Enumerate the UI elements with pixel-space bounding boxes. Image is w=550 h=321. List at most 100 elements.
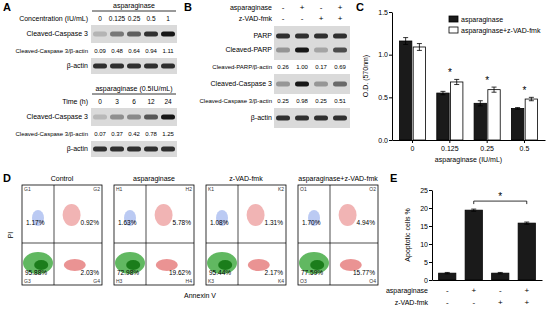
figure: Aasparaginase Concentration (IU/mL) 0 0.125… <box>0 0 550 321</box>
tick-mark <box>389 55 392 56</box>
ratio-value: 0.25 <box>315 98 327 104</box>
blot-band <box>144 147 158 152</box>
blot-band <box>127 115 141 120</box>
bar <box>437 93 449 140</box>
blot-band <box>295 34 309 39</box>
blot-band <box>110 64 124 69</box>
blot <box>91 25 177 43</box>
blot-band <box>333 82 347 87</box>
lane-label: 0.5 <box>146 15 155 22</box>
y-tick: 25 <box>420 187 432 194</box>
gate-label: H1 <box>116 186 123 192</box>
tick-mark <box>389 97 392 98</box>
gate-line <box>298 243 378 244</box>
gate-line <box>146 185 147 285</box>
flow-plot <box>114 185 194 285</box>
ratio-value: 0.78 <box>145 131 157 137</box>
gate-label: O1 <box>300 186 307 192</box>
tick-label: 20 <box>420 205 428 212</box>
plot-frame <box>206 185 286 285</box>
header-line <box>92 94 176 95</box>
blot-band <box>93 147 107 152</box>
ratio-value: 0.07 <box>94 131 106 137</box>
blot-band <box>110 32 124 37</box>
blot-band <box>314 82 328 87</box>
ratio-label: Cleaved-PARP/β-actin <box>212 64 272 70</box>
ratio-value: 0.98 <box>296 98 308 104</box>
y-tick: 1.5 <box>378 9 392 16</box>
gate-label: O4 <box>369 278 376 284</box>
ratio-label: Cleaved-Caspase 3/β-actin <box>200 98 273 104</box>
legend-swatch <box>449 27 458 33</box>
blot-band <box>295 48 309 53</box>
treatment-sign: + <box>498 298 503 307</box>
flow-plot <box>298 185 378 285</box>
tick-mark <box>429 226 432 227</box>
blot-band <box>161 147 175 152</box>
ratio-value: 1.25 <box>162 131 174 137</box>
band-label: Cleaved-PARP <box>225 46 272 53</box>
tick-mark <box>412 140 413 143</box>
quadrant-percent: 2.17% <box>265 269 284 276</box>
error-bar <box>524 222 529 224</box>
flow-plot <box>22 185 102 285</box>
lane-label: 0.125 <box>109 15 126 22</box>
legend-entry: asparaginase <box>461 16 503 24</box>
tick-mark <box>429 208 432 209</box>
axis-title: PI <box>7 232 14 239</box>
gate-line <box>54 185 55 285</box>
gate-label: K1 <box>208 186 214 192</box>
bar <box>511 108 523 140</box>
gate-line <box>206 243 286 244</box>
y-tick: 5 <box>424 259 432 266</box>
lane-label: 12 <box>147 98 155 105</box>
axis-title: Annexin V <box>184 292 216 299</box>
ratio-label: Cleaved-Caspase 3/β-actin <box>16 48 89 54</box>
blot-band <box>110 147 124 152</box>
row-title: Concentration (IU/mL) <box>19 15 88 23</box>
tick-label: 0 <box>424 277 428 284</box>
gate-line <box>22 243 102 244</box>
blot-band <box>93 115 107 120</box>
treatment-sign: - <box>472 298 475 307</box>
quadrant-percent: 72.98% <box>117 269 139 276</box>
treatment-sign: + <box>524 286 529 295</box>
treatment-sign: + <box>319 14 324 23</box>
ratio-value: 0.37 <box>111 131 123 137</box>
blot-band <box>93 32 107 37</box>
error-bar <box>440 91 445 94</box>
tick-mark <box>524 140 525 143</box>
tick-label: 0.5 <box>378 94 388 101</box>
x-tick: 0.5 <box>520 140 530 152</box>
tick-label: 0 <box>411 145 415 152</box>
legend-entry: asparaginase+z-VAD-fmk <box>461 27 541 35</box>
error-bar <box>498 272 503 273</box>
bar <box>399 41 411 140</box>
blot-band <box>93 64 107 69</box>
treatment-sign: - <box>320 3 323 12</box>
tick-mark <box>429 190 432 191</box>
ratio-value: 0.69 <box>334 64 346 70</box>
treatment-sign: + <box>524 298 529 307</box>
treatment-label: z-VAD-fmk <box>395 299 429 306</box>
blot-header: asparaginase <box>113 2 155 10</box>
treatment-sign: - <box>499 286 502 295</box>
blot <box>274 26 350 60</box>
panel-label: B <box>184 1 192 13</box>
ratio-value: 0.26 <box>277 64 289 70</box>
bar <box>413 47 425 140</box>
quadrant-percent: 1.08% <box>210 219 229 226</box>
blot <box>274 74 350 94</box>
row-title: Time (h) <box>62 98 88 106</box>
quadrant-percent: 1.63% <box>118 219 137 226</box>
quadrant-percent: 2.03% <box>81 269 100 276</box>
plot-frame <box>114 185 194 285</box>
panel-label: A <box>3 1 11 13</box>
gate-label: G4 <box>93 278 100 284</box>
y-tick: 0 <box>424 277 432 284</box>
significance: * <box>498 191 502 202</box>
panel-label: E <box>390 172 397 184</box>
quadrant-percent: 15.77% <box>353 269 375 276</box>
lane-label: 1 <box>166 15 170 22</box>
treatment-sign: - <box>282 14 285 23</box>
